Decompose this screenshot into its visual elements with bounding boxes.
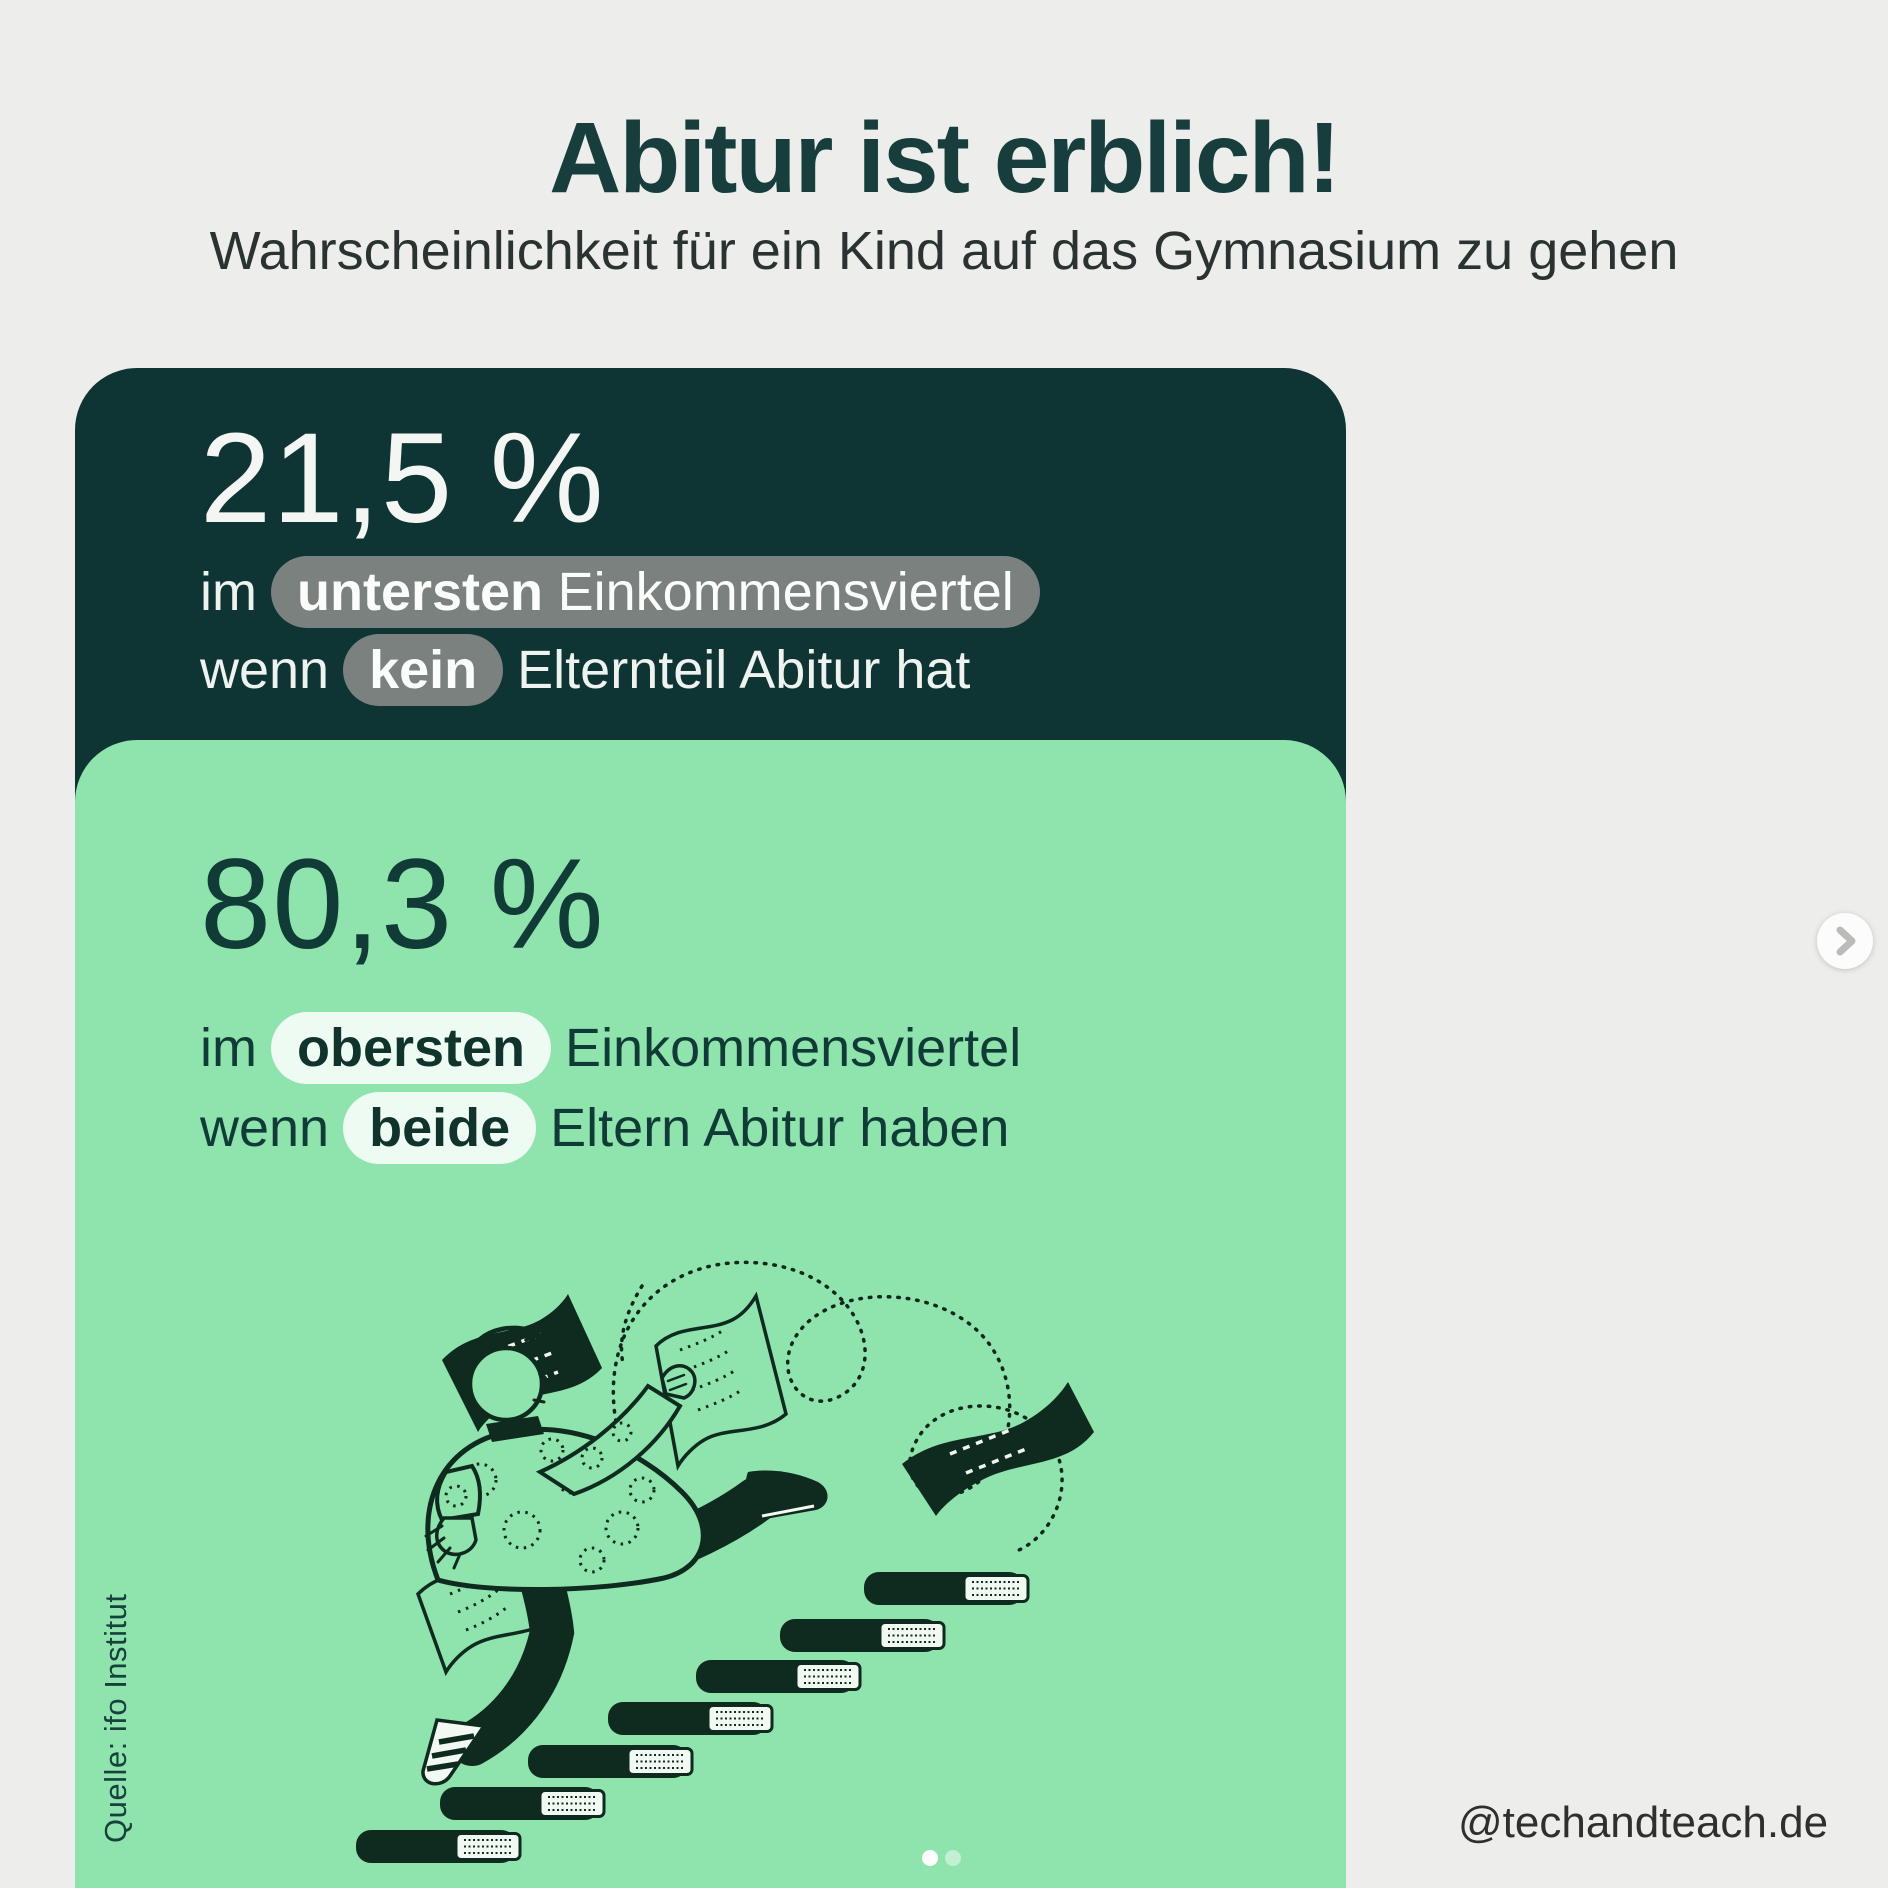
highlight-word: obersten (296, 1018, 526, 1078)
page-title: Abitur ist erblich! (549, 102, 1341, 214)
stat-value-high: 80,3 % (200, 833, 605, 976)
stat-line-low-1: im untersten Einkommensviertel (200, 556, 1040, 628)
book-step (526, 1743, 694, 1780)
striped-shoe (421, 1718, 488, 1786)
highlight-word: untersten (296, 562, 544, 622)
carousel-dot-2[interactable] (945, 1850, 961, 1866)
stat-text: wenn (200, 640, 330, 700)
carousel-next-button[interactable] (1817, 913, 1873, 969)
carousel-dots (922, 1850, 961, 1866)
carousel-dot-1[interactable] (922, 1850, 938, 1866)
highlight-pill: obersten (270, 1012, 552, 1084)
stat-line-high-2: wenn beide Eltern Abitur haben (200, 1092, 1009, 1164)
book-step (354, 1828, 522, 1865)
stat-text: im (200, 562, 257, 622)
highlight-pill: kein (343, 634, 504, 706)
collar (486, 1416, 544, 1442)
stat-value-low: 21,5 % (200, 407, 605, 550)
header: Abitur ist erblich! Wahrscheinlichkeit f… (0, 108, 1888, 281)
stat-text: im (200, 1018, 257, 1078)
head (460, 1325, 562, 1423)
stat-text: Einkommensviertel (565, 1018, 1022, 1078)
stat-line-low-2: wenn kein Elternteil Abitur hat (200, 634, 970, 706)
stat-line-high-1: im obersten Einkommensviertel (200, 1012, 1021, 1084)
gripping-hand (660, 1364, 697, 1400)
shoe (745, 1470, 828, 1520)
climbing-person (421, 1291, 828, 1786)
held-paper-icon (654, 1291, 788, 1471)
page-subtitle: Wahrscheinlichkeit für ein Kind auf das … (209, 221, 1679, 281)
chevron-right-icon (1836, 926, 1856, 956)
highlight-pill: beide (343, 1092, 537, 1164)
highlight-word: kein (369, 640, 478, 700)
highlight-word: beide (369, 1098, 511, 1158)
book-step (438, 1785, 606, 1822)
book-step (606, 1700, 774, 1737)
climbing-book-stairs-illustration (354, 1260, 1094, 1865)
stat-card-high-income: 80,3 % im obersten Einkommensviertel wen… (75, 740, 1346, 1888)
book-step (862, 1570, 1030, 1607)
book-step (694, 1658, 862, 1695)
stat-text: Elternteil Abitur hat (517, 640, 971, 700)
highlight-pill: untersten Einkommensviertel (270, 556, 1040, 628)
source-credit: Quelle: ifo Institut (98, 1593, 133, 1843)
stat-text: wenn (200, 1098, 330, 1158)
stat-text: Eltern Abitur haben (550, 1098, 1010, 1158)
account-handle: @techandteach.de (1458, 1798, 1829, 1847)
open-hand (424, 1516, 478, 1570)
book-step (778, 1617, 946, 1654)
flying-paper-icon (902, 1382, 1094, 1516)
doodle-swirl (611, 1260, 1064, 1554)
highlight-rest: Einkommensviertel (557, 562, 1014, 622)
